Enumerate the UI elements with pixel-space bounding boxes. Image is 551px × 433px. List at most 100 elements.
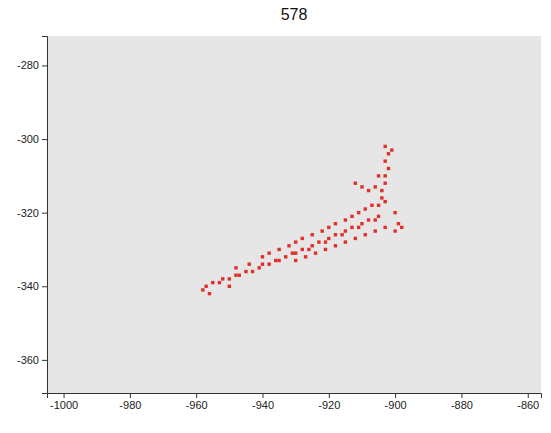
point [383, 182, 386, 185]
points [201, 145, 403, 296]
x-tick-label: -1000 [50, 399, 78, 411]
point [344, 240, 347, 243]
y-tick-mark [42, 139, 47, 140]
point [301, 237, 304, 240]
x-tick-label: -940 [252, 399, 274, 411]
chart: -1000-980-960-940-920-900-880-860-280-30… [0, 0, 551, 433]
point [364, 233, 367, 236]
point [291, 251, 294, 254]
x-tick-label: -900 [385, 399, 407, 411]
point [327, 226, 330, 229]
point [334, 222, 337, 225]
point [208, 292, 211, 295]
point [393, 229, 396, 232]
point [248, 262, 251, 265]
point [374, 185, 377, 188]
point [261, 255, 264, 258]
point [327, 237, 330, 240]
point [324, 240, 327, 243]
point [380, 189, 383, 192]
point [267, 262, 270, 265]
x-tick: -900 [385, 393, 407, 411]
x-tick-mark [263, 393, 264, 398]
point [367, 218, 370, 221]
point [277, 259, 280, 262]
x-axis: -1000-980-960-940-920-900-880-860 [48, 393, 542, 411]
point [360, 222, 363, 225]
x-tick: -920 [318, 393, 340, 411]
x-tick-label: -960 [186, 399, 208, 411]
point [397, 222, 400, 225]
point [311, 244, 314, 247]
point [334, 244, 337, 247]
y-tick-label: -360 [17, 354, 39, 366]
point [311, 233, 314, 236]
point [357, 226, 360, 229]
y-tick: -280 [17, 59, 47, 71]
point [317, 240, 320, 243]
point [380, 196, 383, 199]
y-tick-mark [42, 286, 47, 287]
point [383, 174, 386, 177]
point [377, 215, 380, 218]
point [251, 270, 254, 273]
x-tick-mark [528, 393, 529, 398]
point [383, 159, 386, 162]
point [364, 207, 367, 210]
y-tick: -300 [17, 133, 47, 145]
x-tick-label: -980 [119, 399, 141, 411]
point [274, 259, 277, 262]
x-tick: -940 [252, 393, 274, 411]
x-tick: -1000 [50, 393, 78, 411]
point [238, 274, 241, 277]
point [383, 200, 386, 203]
point [234, 274, 237, 277]
point [370, 204, 373, 207]
point [350, 226, 353, 229]
point [284, 255, 287, 258]
point [390, 148, 393, 151]
point [383, 145, 386, 148]
y-tick: -320 [17, 207, 47, 219]
y-tick-mark [42, 65, 47, 66]
plot-background [47, 36, 541, 393]
point [228, 285, 231, 288]
point [261, 262, 264, 265]
point [340, 233, 343, 236]
point [354, 237, 357, 240]
point [334, 233, 337, 236]
point [304, 255, 307, 258]
y-tick-label: -300 [17, 133, 39, 145]
x-tick-mark [461, 393, 462, 398]
point [400, 226, 403, 229]
x-tick: -860 [517, 393, 539, 411]
point [374, 218, 377, 221]
point [383, 226, 386, 229]
x-tick: -980 [119, 393, 141, 411]
y-tick: -340 [17, 280, 47, 292]
point [344, 218, 347, 221]
point [354, 182, 357, 185]
point [294, 240, 297, 243]
point [344, 229, 347, 232]
y-tick-label: -280 [17, 59, 39, 71]
x-tick-mark [329, 393, 330, 398]
x-tick: -960 [186, 393, 208, 411]
x-tick-mark [64, 393, 65, 398]
point [201, 288, 204, 291]
x-tick-mark [395, 393, 396, 398]
point [234, 266, 237, 269]
point [228, 277, 231, 280]
point [294, 259, 297, 262]
point [257, 266, 260, 269]
y-tick-label: -320 [17, 207, 39, 219]
x-tick-label: -920 [318, 399, 340, 411]
point [307, 248, 310, 251]
x-axis-line [48, 394, 542, 399]
y-tick: -360 [17, 354, 47, 366]
point [387, 152, 390, 155]
x-tick-mark [196, 393, 197, 398]
point [357, 211, 360, 214]
x-tick-mark [130, 393, 131, 398]
point [393, 211, 396, 214]
